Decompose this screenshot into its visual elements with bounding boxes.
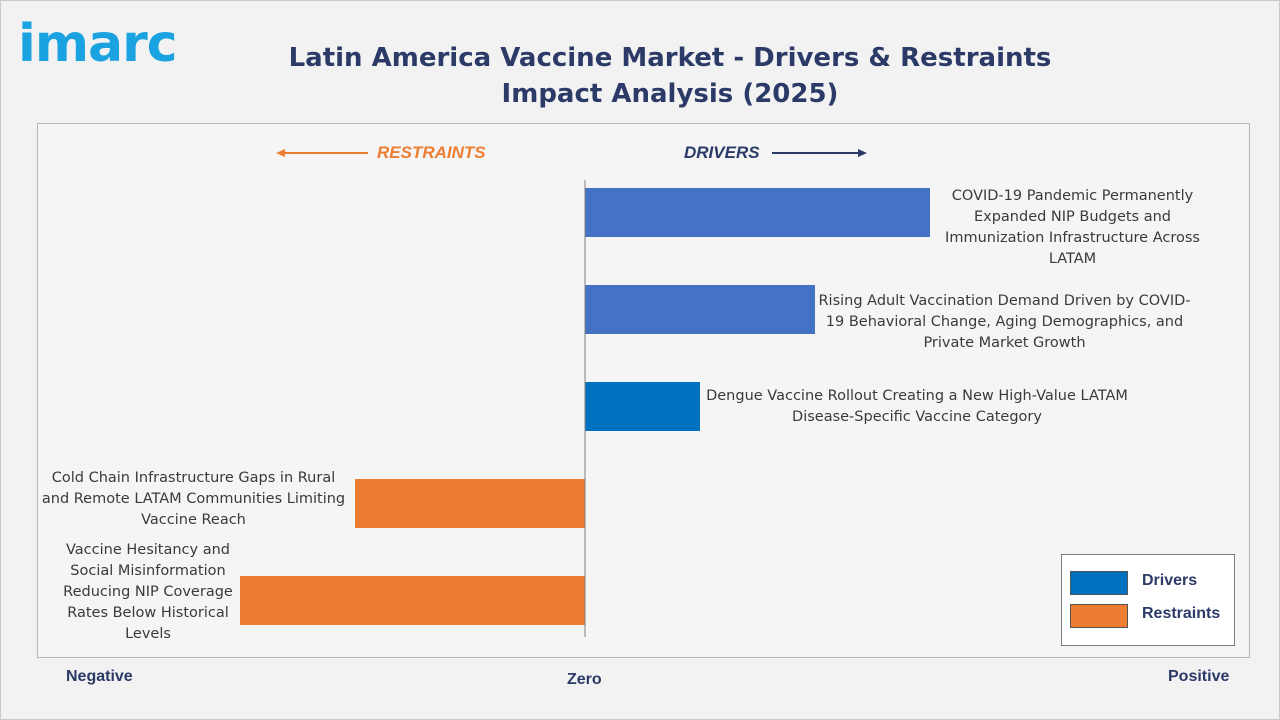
restraint-bar-4 [355,479,585,528]
restraint-bar-5 [240,576,585,625]
legend-swatch-restraints [1070,604,1128,628]
chart-title: Latin America Vaccine Market - Drivers &… [288,43,1052,109]
driver-bar-3 [585,382,700,431]
driver-bar-1 [585,188,930,237]
bar-label-restraint-2: Vaccine Hesitancy and Social Misinformat… [63,542,233,642]
axis-label-zero: Zero [567,671,602,688]
imarc-logo: imarc [18,14,178,74]
legend-label-drivers: Drivers [1142,572,1198,589]
drivers-direction-label: DRIVERS [684,143,760,162]
legend: Drivers Restraints [1061,554,1235,646]
legend-label-restraints: Restraints [1142,605,1221,622]
restraints-direction-label: RESTRAINTS [377,143,486,162]
axis-label-positive: Positive [1168,668,1230,685]
driver-bar-2 [585,285,815,334]
bar-label-driver-1: COVID-19 Pandemic Permanently Expanded N… [945,188,1200,267]
bar-label-restraint-1: Cold Chain Infrastructure Gaps in Rural … [41,470,346,528]
axis-label-negative: Negative [66,668,133,685]
restraints-arrowhead [276,149,285,157]
bar-label-driver-2: Rising Adult Vaccination Demand Driven b… [818,293,1191,351]
legend-swatch-drivers [1070,571,1128,595]
drivers-arrowhead [858,149,867,157]
bar-label-driver-3: Dengue Vaccine Rollout Creating a New Hi… [706,388,1128,425]
